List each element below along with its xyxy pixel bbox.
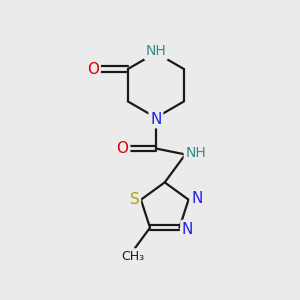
Text: NH: NH <box>185 146 206 160</box>
Text: O: O <box>117 141 129 156</box>
Text: N: N <box>150 112 162 127</box>
Text: N: N <box>191 191 202 206</box>
Text: CH₃: CH₃ <box>121 250 144 263</box>
Text: O: O <box>87 61 99 76</box>
Text: S: S <box>130 192 139 207</box>
Text: NH: NH <box>146 44 166 58</box>
Text: N: N <box>182 222 194 237</box>
